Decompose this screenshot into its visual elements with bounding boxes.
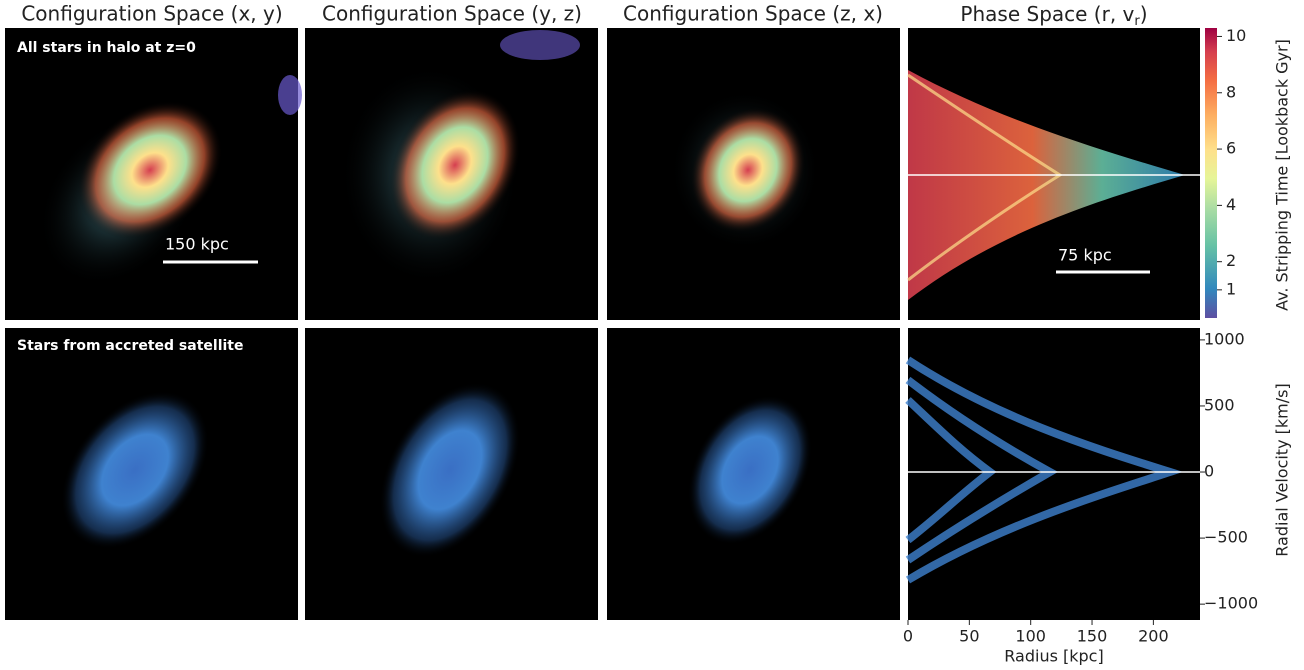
colorbar-tick-label: 6 <box>1226 139 1236 158</box>
y-tick-label: 500 <box>1204 395 1235 414</box>
row-label: Stars from accreted satellite <box>17 338 244 354</box>
satellite-debris <box>687 395 813 545</box>
title-text: Phase Space (r, v <box>960 2 1134 26</box>
panels <box>5 28 1217 620</box>
scale-label: 150 kpc <box>165 235 229 254</box>
y-axis-label: Radial Velocity [km/s] <box>1273 383 1292 556</box>
panel-title: Phase Space (r, vr) <box>960 2 1147 29</box>
x-tick-label: 0 <box>903 627 913 646</box>
title-text: ) <box>1140 2 1148 26</box>
colorbar-tick-label: 8 <box>1226 82 1236 101</box>
satellite-debris <box>379 382 521 558</box>
x-tick-label: 150 <box>1077 627 1108 646</box>
satellite <box>500 30 580 60</box>
y-tick-label: −500 <box>1204 528 1248 547</box>
x-tick-label: 100 <box>1015 627 1046 646</box>
y-tick-label: 1000 <box>1204 329 1245 348</box>
colorbar-label: Av. Stripping Time [Lookback Gyr] <box>1273 39 1292 311</box>
scale-label: 75 kpc <box>1058 246 1112 265</box>
x-tick-label: 50 <box>959 627 979 646</box>
colorbar-tick-label: 2 <box>1226 251 1236 270</box>
x-tick-label: 200 <box>1138 627 1169 646</box>
title-subscript: r <box>1134 14 1140 29</box>
colorbar-tick-label: 10 <box>1226 26 1246 45</box>
halo-core <box>690 107 806 233</box>
colorbar-tick-label: 4 <box>1226 195 1236 214</box>
halo-core <box>77 101 223 239</box>
panel-title: Configuration Space (z, x) <box>623 2 883 26</box>
satellite <box>278 75 302 115</box>
colorbar-tick-label: 1 <box>1226 279 1236 298</box>
halo-core <box>389 89 521 241</box>
x-axis-label: Radius [kpc] <box>1004 647 1103 666</box>
panel-title: Configuration Space (x, y) <box>21 2 282 26</box>
satellite-debris <box>61 391 209 549</box>
y-tick-label: −1000 <box>1204 594 1258 613</box>
row-label: All stars in halo at z=0 <box>17 40 196 56</box>
colorbar <box>1205 28 1217 318</box>
y-tick-label: 0 <box>1204 462 1214 481</box>
panel-title: Configuration Space (y, z) <box>322 2 582 26</box>
